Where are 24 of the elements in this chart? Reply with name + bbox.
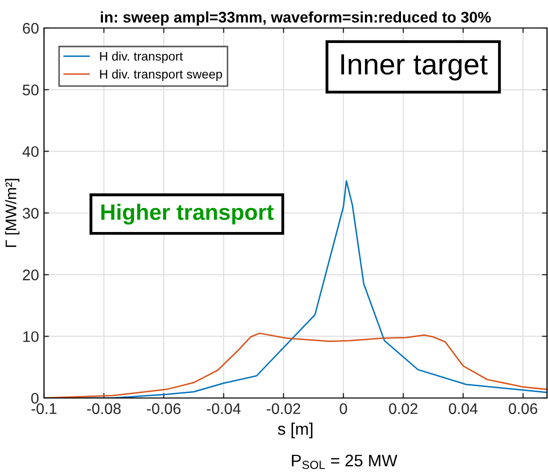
x-tick-label: -0.04 xyxy=(206,403,241,414)
x-tick-label: -0.08 xyxy=(87,403,121,414)
x-tick-label: 0.04 xyxy=(448,403,478,414)
y-tick-label: 10 xyxy=(23,331,39,342)
y-tick-label: 60 xyxy=(22,22,39,34)
y-tick-label: 30 xyxy=(22,208,39,219)
x-tick-label: -0.02 xyxy=(266,403,300,414)
annotation: Inner target xyxy=(341,54,488,80)
legend-label: H div. transport sweep xyxy=(100,69,222,82)
x-tick-label: 0.06 xyxy=(508,403,538,414)
x-axis-title: s [m] xyxy=(278,422,312,438)
annotation: Higher transport xyxy=(101,204,274,225)
text: P$_{SOL}$ = 25 MW xyxy=(292,454,398,470)
x-tick-label: -0.1 xyxy=(32,403,56,414)
chart-title: in: sweep ampl=33mm, waveform=sin:reduced to 30% xyxy=(100,11,491,26)
x-tick-label: -0.06 xyxy=(147,403,181,414)
y-axis-title: Γ [MW/m²] xyxy=(5,178,20,247)
x-tick-label: 0.02 xyxy=(389,403,418,414)
y-tick-label: 20 xyxy=(22,270,39,280)
y-tick-label: 50 xyxy=(22,84,39,96)
legend-label: H div. transport xyxy=(100,52,183,64)
y-tick-label: 40 xyxy=(22,146,39,158)
y-tick-label: 0 xyxy=(31,392,39,404)
x-tick-label: 0 xyxy=(340,403,348,414)
